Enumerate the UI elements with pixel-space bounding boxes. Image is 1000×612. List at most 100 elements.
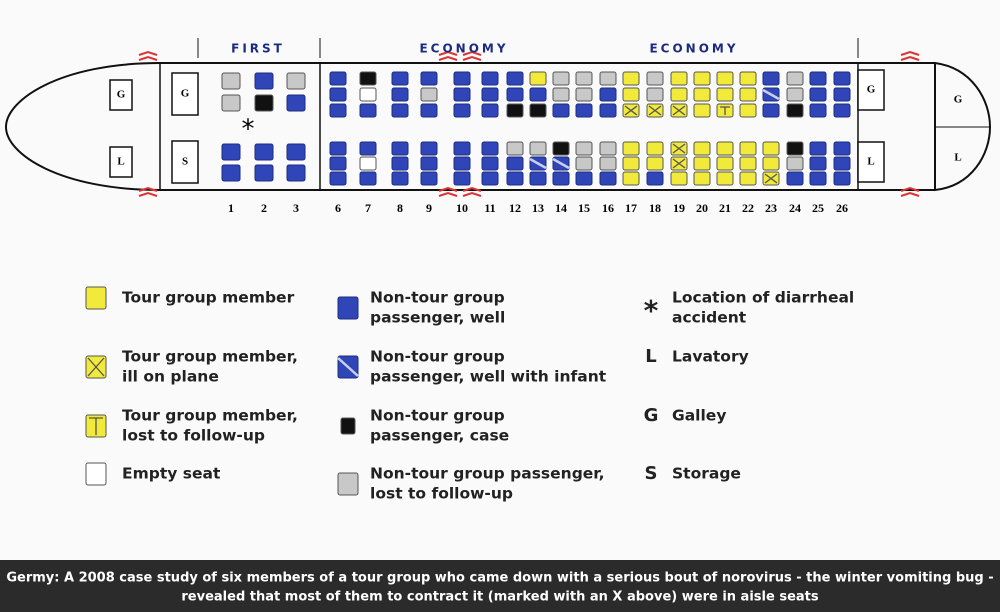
seat	[739, 141, 757, 156]
seat	[481, 156, 499, 171]
seat	[809, 71, 827, 86]
seat	[716, 71, 734, 86]
seat	[646, 141, 664, 156]
seat	[786, 156, 804, 171]
row-number: 1	[228, 201, 234, 215]
seat	[529, 103, 547, 118]
legend-label: lost to follow-up	[122, 427, 265, 445]
seat	[529, 141, 547, 156]
marker-box	[171, 72, 199, 116]
seat	[809, 87, 827, 102]
seat	[529, 87, 547, 102]
seat	[481, 103, 499, 118]
seat	[575, 156, 593, 171]
legend-label: passenger, well with infant	[370, 368, 607, 386]
seat	[420, 171, 438, 186]
seat	[646, 171, 664, 186]
fuselage	[4, 38, 992, 192]
section-label: ECONOMY	[419, 42, 508, 56]
seat-mark	[337, 357, 359, 377]
seat	[622, 141, 640, 156]
marker-box	[857, 69, 885, 111]
seat	[622, 156, 640, 171]
marker-box	[171, 140, 199, 184]
seat	[359, 71, 377, 86]
seat	[420, 156, 438, 171]
seat	[693, 141, 711, 156]
seat	[329, 87, 347, 102]
row-number: 15	[578, 201, 590, 215]
seat	[622, 71, 640, 86]
exit-marker	[900, 50, 920, 61]
seat	[786, 171, 804, 186]
legend-symbol: G	[644, 405, 659, 426]
legend-label: Non-tour group passenger,	[370, 465, 605, 483]
seat	[391, 156, 409, 171]
seat	[693, 87, 711, 102]
seat	[481, 141, 499, 156]
seat	[453, 141, 471, 156]
section-label: FIRST	[231, 42, 285, 56]
seat	[833, 103, 851, 118]
seat	[506, 87, 524, 102]
legend-label: Non-tour group	[370, 407, 505, 425]
seat	[670, 87, 688, 102]
marker-box	[109, 79, 133, 111]
seat	[833, 141, 851, 156]
seat	[329, 156, 347, 171]
row-number: 16	[602, 201, 614, 215]
legend-symbol: S	[645, 463, 658, 484]
seat	[693, 103, 711, 118]
seat	[340, 417, 356, 435]
seat	[716, 141, 734, 156]
seat	[575, 71, 593, 86]
row-number: 24	[789, 201, 801, 215]
seat	[739, 87, 757, 102]
legend-symbol: *	[644, 294, 659, 327]
seat-mark	[672, 143, 686, 154]
row-number: 9	[426, 201, 432, 215]
seat	[646, 87, 664, 102]
seat	[599, 71, 617, 86]
seat	[786, 103, 804, 118]
legend-label: accident	[672, 309, 747, 327]
seat	[809, 103, 827, 118]
legend-label: Lavatory	[672, 348, 749, 366]
seat	[575, 87, 593, 102]
seat	[337, 472, 359, 496]
seat	[739, 103, 757, 118]
seat	[646, 71, 664, 86]
seat	[286, 72, 306, 90]
seat-mark	[720, 106, 730, 115]
seat-mark	[764, 173, 778, 184]
seat	[670, 171, 688, 186]
seat	[391, 87, 409, 102]
seat	[391, 141, 409, 156]
cabin-marker: L	[117, 156, 124, 168]
seat	[329, 171, 347, 186]
seat	[833, 156, 851, 171]
seat	[575, 103, 593, 118]
exit-marker	[138, 50, 158, 61]
seat	[762, 156, 780, 171]
seat	[286, 164, 306, 182]
cabin-marker: G	[181, 88, 190, 100]
row-number: 13	[532, 201, 544, 215]
seat	[506, 71, 524, 86]
exit-marker	[900, 186, 920, 197]
seat	[739, 171, 757, 186]
caption: Germy: A 2008 case study of six members …	[6, 571, 993, 586]
seat	[329, 103, 347, 118]
exit-marker	[438, 186, 458, 197]
seat	[481, 71, 499, 86]
seat	[391, 71, 409, 86]
seat	[529, 171, 547, 186]
legend-label: passenger, case	[370, 427, 509, 445]
seat	[716, 171, 734, 186]
row-number: 10	[456, 201, 468, 215]
seat	[391, 103, 409, 118]
legend-symbol: L	[645, 346, 656, 367]
cabin-marker: L	[867, 156, 874, 168]
seat-mark	[624, 105, 638, 116]
